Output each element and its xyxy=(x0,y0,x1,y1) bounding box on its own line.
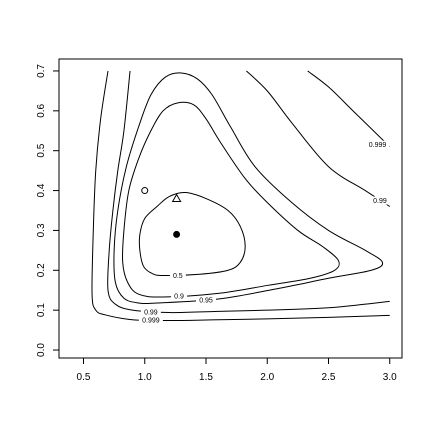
x-tick-label: 0.5 xyxy=(77,372,91,383)
contour-label-bg xyxy=(169,271,186,280)
contour-line-0.5 xyxy=(138,192,246,277)
y-tick-label: 0.6 xyxy=(36,103,47,117)
x-tick-label: 2.5 xyxy=(322,372,336,383)
x-tick-label: 2.0 xyxy=(260,372,274,383)
y-tick-label: 0.7 xyxy=(36,64,47,78)
contour-label: 0.999 xyxy=(369,142,387,149)
contour-line-0.999 xyxy=(307,70,391,148)
contour-label: 0.99 xyxy=(144,309,158,316)
y-tick-label: 0.3 xyxy=(36,223,47,237)
x-tick-label: 3.0 xyxy=(383,372,397,383)
contours-layer: 0.5 0.9 0.95 0.99 0.999 0.99 0.999 xyxy=(91,70,391,325)
x-tick-label: 1.5 xyxy=(199,372,213,383)
contour-label-bg xyxy=(196,296,216,305)
open-circle-point xyxy=(141,187,149,195)
x-axis: 0.5 1.0 1.5 2.0 2.5 3.0 xyxy=(77,357,397,383)
contour-label: 0.95 xyxy=(199,298,213,305)
x-tick-label: 1.0 xyxy=(138,372,152,383)
contour-line-0.999 xyxy=(91,70,390,322)
contour-line-0.99 xyxy=(107,70,390,314)
contour-label-bg xyxy=(171,292,188,301)
contour-label: 0.99 xyxy=(373,198,387,205)
y-axis: 0.0 0.1 0.2 0.3 0.4 0.5 0.6 0.7 xyxy=(36,64,60,357)
contour-label-bg xyxy=(365,140,390,149)
y-tick-label: 0.0 xyxy=(36,343,47,357)
markers-layer xyxy=(141,187,182,238)
contour-label: 0.5 xyxy=(173,273,183,280)
contour-label-bg xyxy=(138,316,163,325)
y-tick-label: 0.5 xyxy=(36,143,47,157)
contour-line-0.9 xyxy=(121,101,340,298)
plot-frame xyxy=(58,58,403,359)
y-tick-label: 0.2 xyxy=(36,263,47,277)
contour-line-0.99 xyxy=(246,70,391,207)
y-tick-label: 0.1 xyxy=(36,303,47,317)
contour-label-bg xyxy=(140,307,161,316)
filled-circle-point xyxy=(173,230,181,238)
contour-label: 0.9 xyxy=(174,294,184,301)
contour-label-bg xyxy=(369,196,390,205)
y-tick-label: 0.4 xyxy=(36,183,47,197)
contour-line-0.95 xyxy=(113,72,384,305)
contour-label: 0.999 xyxy=(142,318,160,325)
open-triangle-point xyxy=(171,193,182,203)
